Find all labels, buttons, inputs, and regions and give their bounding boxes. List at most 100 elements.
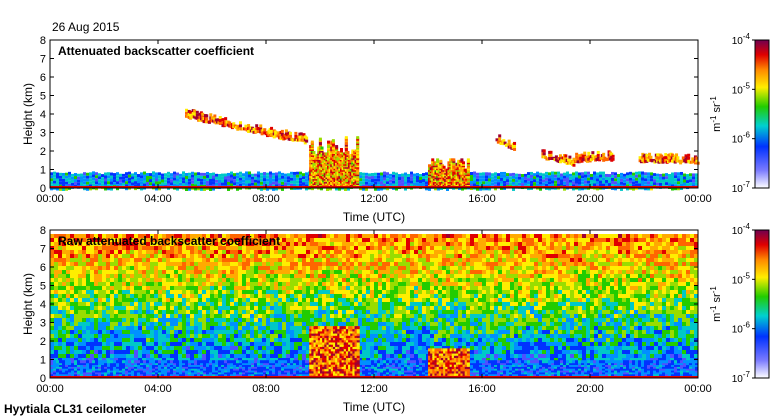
heatmap-cell [74,290,78,294]
heatmap-cell [78,306,82,310]
heatmap-cell [470,175,473,179]
layer-cell [193,109,197,113]
heatmap-cell [53,183,56,187]
heatmap-cell [222,298,226,302]
heatmap-cell [246,342,250,346]
heatmap-cell [206,258,210,262]
heatmap-cell [90,318,94,322]
heatmap-cell [270,250,274,254]
heatmap-cell [122,298,126,302]
heatmap-cell [150,266,154,270]
heatmap-cell [413,182,416,186]
heatmap-cell [623,182,626,186]
heatmap-cell [674,172,677,176]
heatmap-cell [533,179,536,183]
heatmap-cell [50,334,54,338]
heatmap-cell [182,314,186,318]
heatmap-cell [214,326,218,330]
heatmap-cell [560,176,563,180]
heatmap-cell [234,286,238,290]
heatmap-cell [130,298,134,302]
heatmap-cell [174,282,178,286]
heatmap-cell [263,172,266,176]
heatmap-cell [125,172,128,176]
layer-cell [513,144,517,148]
heatmap-cell [218,266,222,270]
heatmap-cell [671,175,674,179]
heatmap-cell [166,250,170,254]
heatmap-cell [86,322,90,326]
heatmap-cell [270,310,274,314]
heatmap-cell [250,326,254,330]
heatmap-cell [596,175,599,179]
heatmap-cell [50,318,54,322]
heatmap-cell [140,187,143,191]
heatmap-cell [242,326,246,330]
heatmap-cell [641,174,644,178]
heatmap-cell [668,183,671,187]
heatmap-cell [227,172,230,176]
heatmap-cell [230,274,234,278]
heatmap-cell [425,172,428,176]
heatmap-cell [122,330,126,334]
heatmap-cell [266,298,270,302]
heatmap-cell [106,250,110,254]
heatmap-cell [407,176,410,180]
heatmap-cell [566,180,569,184]
heatmap-cell [578,184,581,188]
heatmap-cell [82,282,86,286]
heatmap-cell [623,173,626,177]
heatmap-cell [142,286,146,290]
heatmap-cell [54,290,58,294]
heatmap-cell [58,262,62,266]
layer-cell [645,153,649,157]
heatmap-cell [206,266,210,270]
heatmap-cell [198,286,202,290]
heatmap-cell [194,346,198,350]
heatmap-cell [254,290,258,294]
heatmap-cell [533,173,536,177]
heatmap-cell [210,266,214,270]
heatmap-cell [278,250,282,254]
heatmap-cell [86,278,90,282]
heatmap-cell [154,354,158,358]
heatmap-cell [527,181,530,185]
heatmap-cell [98,176,101,180]
heatmap-cell [128,180,131,184]
heatmap-cell [572,175,575,179]
heatmap-cell [186,270,190,274]
heatmap-cell [611,174,614,178]
cloud-cell [440,164,444,168]
heatmap-cell [78,274,82,278]
heatmap-cell [238,298,242,302]
heatmap-cell [66,250,70,254]
heatmap-cell [258,262,262,266]
colorbar-tick-label: 10-4 [732,32,751,47]
heatmap-cell [94,270,98,274]
heatmap-cell [142,326,146,330]
heatmap-cell [186,298,190,302]
heatmap-cell [170,326,174,330]
heatmap-cell [102,274,106,278]
x-tick-label: 12:00 [360,193,388,205]
heatmap-cell [503,171,506,175]
heatmap-cell [198,330,202,334]
heatmap-cell [146,330,150,334]
heatmap-cell [58,270,62,274]
heatmap-cell [230,290,234,294]
heatmap-cell [102,306,106,310]
heatmap-cell [246,278,250,282]
heatmap-cell [162,282,166,286]
heatmap-cell [86,298,90,302]
heatmap-cell [254,182,257,186]
heatmap-cell [254,294,258,298]
heatmap-cell [653,176,656,180]
heatmap-cell [226,294,230,298]
heatmap-cell [293,177,296,181]
heatmap-cell [689,182,692,186]
heatmap-cell [266,181,269,185]
heatmap-cell [575,177,578,181]
heatmap-cell [262,346,266,350]
heatmap-cell [650,175,653,179]
heatmap-cell [238,282,242,286]
